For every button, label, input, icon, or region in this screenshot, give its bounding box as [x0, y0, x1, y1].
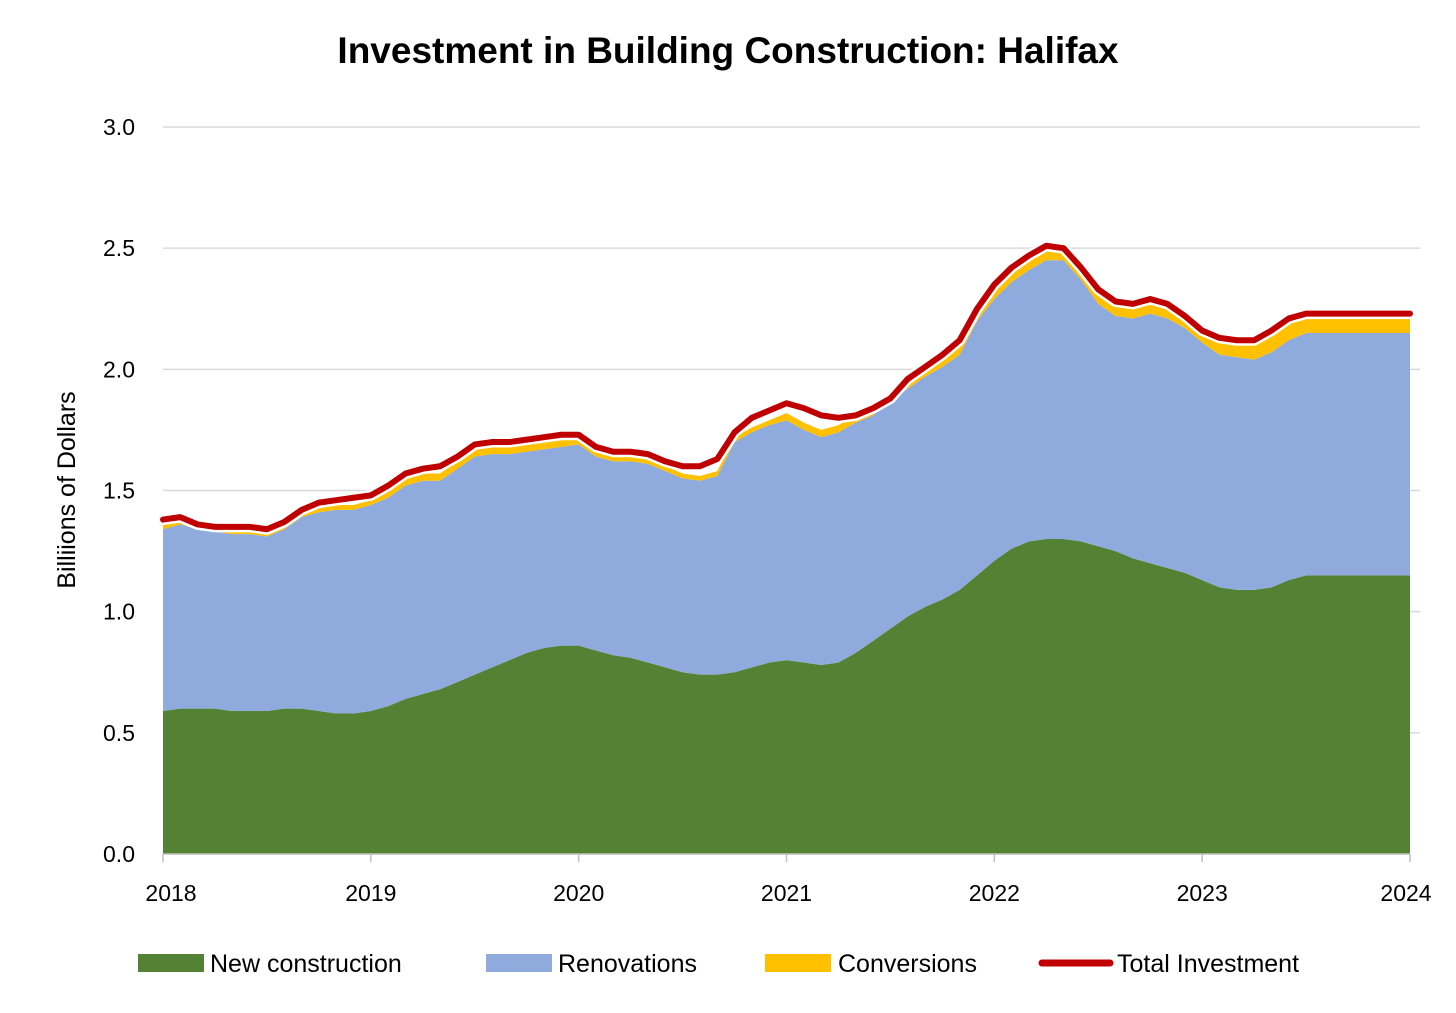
axes: 0.0 0.5 1.0 1.5 2.0 2.5 3.0 2018 2019 2020 2021 202…	[103, 114, 1432, 906]
legend-item-new-construction: New construction	[138, 950, 402, 978]
y-axis-title: Billiions of Dollars	[53, 391, 81, 588]
chart-title: Investment in Building Construction: Hal…	[337, 30, 1119, 71]
y-tick-label: 3.0	[103, 114, 135, 140]
y-tick-label: 2.0	[103, 356, 135, 382]
y-tick-label: 1.0	[103, 599, 135, 625]
y-tick-label: 2.5	[103, 235, 135, 261]
legend-item-renovations: Renovations	[486, 950, 697, 978]
x-tick-label: 2022	[969, 880, 1020, 906]
x-tick-label: 2021	[761, 880, 812, 906]
legend-item-conversions: Conversions	[765, 950, 977, 978]
legend-label: Conversions	[838, 950, 977, 978]
line-series	[157, 240, 1416, 535]
legend-swatch	[138, 954, 204, 972]
y-tick-label: 1.5	[103, 478, 135, 504]
x-tick-label: 2018	[145, 880, 196, 906]
legend-label: New construction	[210, 950, 402, 978]
legend-label: Total Investment	[1117, 950, 1299, 978]
y-tick-label: 0.5	[103, 720, 135, 746]
legend-swatch	[765, 954, 831, 972]
y-tick-label: 0.0	[103, 841, 135, 867]
legend-item-total-investment: Total Investment	[1038, 950, 1299, 978]
x-tick-label: 2023	[1177, 880, 1228, 906]
area-renovations	[163, 260, 1410, 714]
legend: New construction Renovations Conversions To…	[138, 950, 1299, 978]
line-total-investment	[160, 242, 1413, 533]
x-tick-label: 2019	[345, 880, 396, 906]
legend-swatch	[486, 954, 552, 972]
x-tick-label: 2024	[1380, 880, 1431, 906]
x-tick-label: 2020	[553, 880, 604, 906]
legend-label: Renovations	[558, 950, 697, 978]
area-new-construction	[163, 538, 1410, 854]
area-series	[163, 250, 1410, 854]
